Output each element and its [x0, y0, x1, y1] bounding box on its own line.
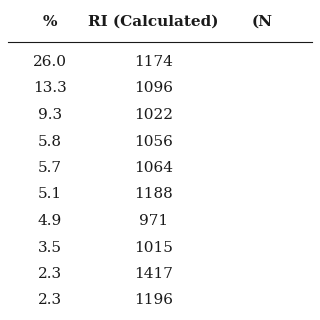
Text: 1417: 1417	[134, 267, 173, 281]
Text: 2.3: 2.3	[37, 267, 62, 281]
Text: 1196: 1196	[134, 293, 173, 308]
Text: 1056: 1056	[134, 134, 173, 148]
Text: 3.5: 3.5	[38, 241, 61, 254]
Text: 1064: 1064	[134, 161, 173, 175]
Text: (N: (N	[252, 15, 273, 29]
Text: 5.1: 5.1	[37, 188, 62, 202]
Text: 4.9: 4.9	[37, 214, 62, 228]
Text: 1174: 1174	[134, 55, 173, 69]
Text: 5.7: 5.7	[38, 161, 61, 175]
Text: 26.0: 26.0	[33, 55, 67, 69]
Text: 2.3: 2.3	[37, 293, 62, 308]
Text: 1022: 1022	[134, 108, 173, 122]
Text: 9.3: 9.3	[37, 108, 62, 122]
Text: %: %	[42, 15, 57, 29]
Text: 13.3: 13.3	[33, 82, 67, 95]
Text: 5.8: 5.8	[38, 134, 61, 148]
Text: 1096: 1096	[134, 82, 173, 95]
Text: 971: 971	[139, 214, 168, 228]
Text: 1188: 1188	[134, 188, 173, 202]
Text: 1015: 1015	[134, 241, 173, 254]
Text: RI (Calculated): RI (Calculated)	[88, 15, 219, 29]
